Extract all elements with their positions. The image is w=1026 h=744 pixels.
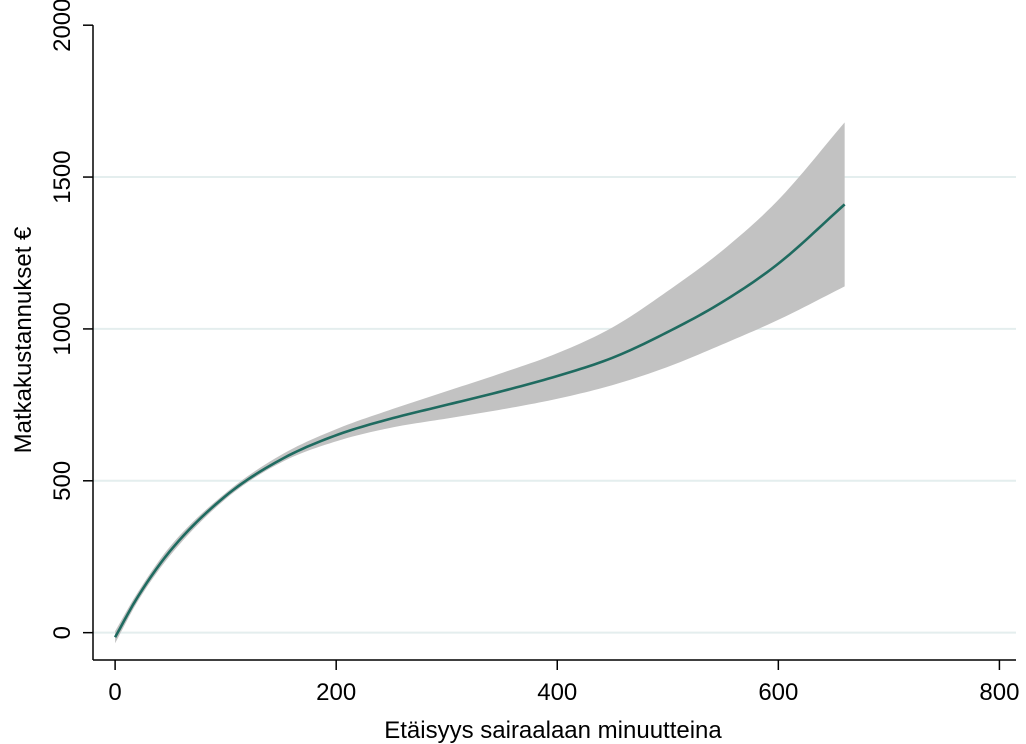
- series-line: [113, 203, 846, 638]
- tick-labels: 0 500 1000 1500 2000 0 200 400 600 800: [49, 0, 1019, 706]
- axes: [83, 24, 1016, 670]
- y-tick-label: 2000: [49, 0, 76, 52]
- x-tick-label: 400: [537, 679, 577, 706]
- series-lines: [113, 203, 846, 638]
- x-tick-label: 0: [108, 679, 121, 706]
- x-tick-label: 200: [316, 679, 356, 706]
- confidence-interval-band: [115, 122, 845, 644]
- confidence-band: [115, 122, 845, 644]
- x-tick-label: 600: [758, 679, 798, 706]
- y-tick-label: 1500: [49, 150, 76, 203]
- grid-lines: [93, 176, 1016, 634]
- y-tick-label: 1000: [49, 302, 76, 355]
- x-axis-label: Etäisyys sairaalaan minuutteina: [384, 717, 722, 744]
- y-tick-label: 500: [49, 461, 76, 501]
- y-axis-label: Matkakustannukset €: [10, 226, 37, 453]
- y-tick-label: 0: [49, 626, 76, 639]
- x-tick-label: 800: [979, 679, 1019, 706]
